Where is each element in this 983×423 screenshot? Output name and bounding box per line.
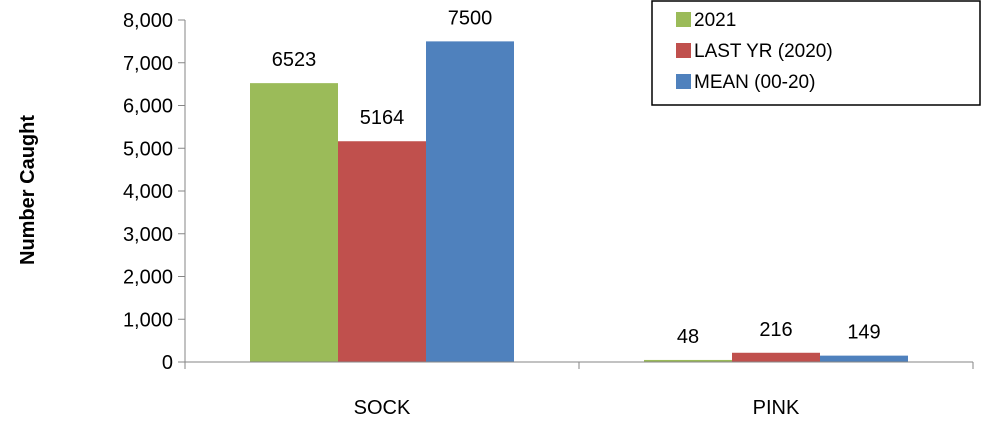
data-label: 6523	[272, 49, 317, 71]
y-tick-label: 1,000	[123, 309, 173, 331]
y-axis-ticks: 0 1,000 2,000 3,000 4,000 5,000 6,000 7,000 8,00…	[123, 10, 185, 374]
bars	[250, 41, 908, 362]
x-tick-label: SOCK	[354, 397, 411, 419]
data-labels: 6523 5164 7500 48 216 149	[272, 7, 881, 348]
legend-swatch	[676, 43, 691, 58]
bar	[820, 355, 908, 362]
bar	[338, 141, 426, 362]
y-tick-label: 4,000	[123, 181, 173, 203]
y-tick-label: 7,000	[123, 53, 173, 75]
y-axis-label: Number Caught	[17, 115, 39, 265]
x-tick-label: PINK	[753, 397, 800, 419]
data-label: 7500	[448, 7, 493, 29]
legend-swatch	[676, 12, 691, 27]
bar	[426, 41, 514, 362]
data-label: 48	[677, 326, 699, 348]
axes	[184, 20, 974, 369]
data-label: 216	[759, 319, 792, 341]
bar	[250, 83, 338, 362]
legend-label: LAST YR (2020)	[694, 41, 833, 62]
legend-label: MEAN (00-20)	[694, 72, 815, 93]
bar	[644, 359, 732, 362]
x-axis-ticks: SOCK PINK	[354, 397, 800, 419]
y-tick-label: 5,000	[123, 138, 173, 160]
legend-box	[651, 0, 981, 106]
y-tick-label: 8,000	[123, 10, 173, 32]
y-tick-label: 0	[162, 352, 173, 374]
y-tick-label: 3,000	[123, 224, 173, 246]
legend: 2021 LAST YR (2020) MEAN (00-20)	[651, 0, 981, 106]
data-label: 5164	[360, 107, 405, 129]
data-label: 149	[847, 322, 880, 344]
legend-swatch	[676, 74, 691, 89]
y-tick-label: 6,000	[123, 96, 173, 118]
bar	[732, 352, 820, 362]
legend-label: 2021	[694, 10, 736, 31]
y-tick-label: 2,000	[123, 267, 173, 289]
